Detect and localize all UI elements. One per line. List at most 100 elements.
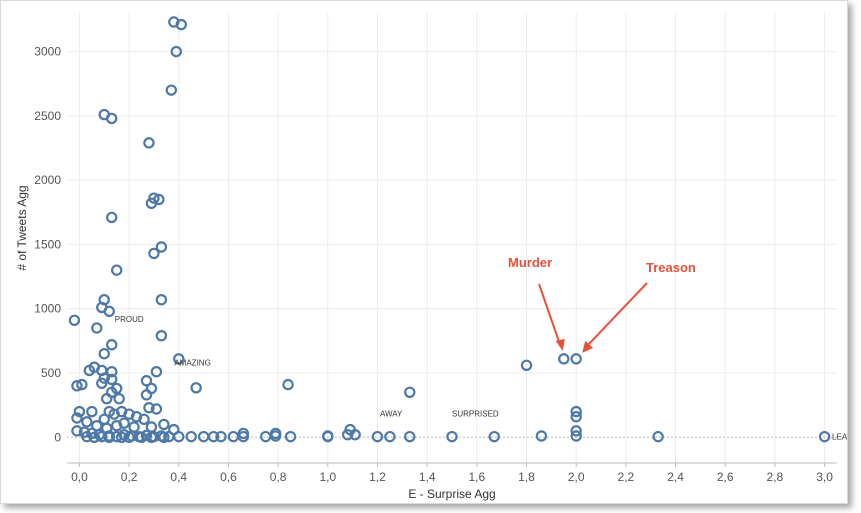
data-point	[71, 425, 83, 437]
data-point	[110, 420, 123, 432]
data-point	[83, 364, 96, 377]
y-axis-title: # of Tweets Agg	[15, 185, 29, 270]
data-point	[488, 430, 500, 443]
point-label: SURPRISED	[452, 410, 499, 419]
data-point	[71, 380, 83, 392]
data-point	[158, 418, 170, 431]
data-point	[818, 430, 831, 443]
data-point	[535, 430, 548, 442]
data-point	[207, 430, 220, 443]
data-point	[165, 84, 178, 96]
data-points	[68, 16, 831, 443]
data-point	[284, 430, 297, 443]
data-point	[128, 421, 140, 433]
data-point	[558, 353, 570, 365]
annotation-treason: Treason	[646, 260, 696, 275]
x-tick-label: 1,0	[319, 470, 336, 484]
data-point	[110, 430, 123, 443]
data-point	[237, 427, 250, 440]
x-tick-label: 0,6	[220, 470, 237, 484]
data-point	[150, 403, 163, 415]
data-point	[173, 430, 185, 443]
x-tick-label: 0,2	[121, 470, 138, 484]
data-point	[68, 314, 81, 326]
data-point	[108, 408, 120, 420]
data-point	[96, 430, 108, 443]
data-point	[123, 431, 135, 443]
x-tick-label: 2,4	[667, 470, 684, 484]
data-point	[384, 430, 396, 443]
annotation-treason-arrow	[585, 282, 648, 348]
data-point	[570, 405, 582, 418]
x-tick-label: 1,6	[468, 470, 485, 484]
x-axis-title: E - Surprise Agg	[408, 487, 495, 501]
data-point	[570, 411, 582, 423]
x-tick-label: 2,2	[618, 470, 635, 484]
data-point	[103, 305, 115, 317]
annotation-murder-arrow	[538, 283, 562, 348]
data-point	[145, 197, 158, 209]
data-point	[140, 389, 153, 401]
data-point	[227, 430, 240, 443]
point-labels: PROUD AMAZING AWAY SURPRISED LEAV	[115, 315, 847, 442]
data-point	[155, 241, 168, 253]
data-point	[197, 430, 210, 443]
data-point	[106, 211, 118, 224]
data-point	[96, 377, 108, 389]
data-point	[106, 366, 118, 378]
data-point	[155, 330, 168, 342]
data-point	[71, 412, 83, 424]
data-point	[652, 430, 664, 443]
x-tick-label: 3,0	[816, 470, 833, 484]
x-tick-label: 2,0	[568, 470, 585, 484]
data-point	[155, 294, 168, 306]
data-point	[113, 393, 125, 405]
data-point	[98, 348, 110, 360]
data-point	[215, 430, 227, 443]
y-axis-ticks: 0 500 1000 1500 2000 2500 3000	[34, 45, 61, 445]
chart-frame: 0,0 0,2 0,4 0,6 0,8 1,0 1,2 1,4 1,6 1,8 2,0 2,2 2,4 2…	[0, 0, 848, 504]
annotation-murder-arrowhead	[555, 338, 565, 351]
y-tick-label: 500	[41, 366, 61, 380]
data-point	[173, 353, 185, 365]
x-tick-label: 0,0	[71, 470, 88, 484]
data-point	[148, 247, 160, 260]
y-tick-label: 2500	[34, 109, 61, 123]
data-point	[570, 425, 582, 437]
x-tick-label: 2,8	[767, 470, 784, 484]
y-tick-label: 1000	[34, 302, 61, 316]
data-point	[404, 430, 416, 443]
y-tick-label: 2000	[34, 173, 61, 187]
data-point	[446, 430, 458, 443]
data-point	[81, 416, 93, 428]
data-point	[185, 430, 197, 443]
x-tick-label: 0,8	[270, 470, 287, 484]
annotations: Murder Treason	[508, 255, 696, 353]
data-point	[143, 137, 155, 149]
x-tick-label: 1,8	[518, 470, 535, 484]
gridlines	[67, 13, 837, 463]
data-point	[103, 431, 115, 443]
data-point	[170, 45, 182, 58]
point-label: LEAV	[832, 433, 847, 442]
data-point	[570, 353, 582, 365]
data-point	[91, 322, 103, 334]
data-point	[269, 427, 282, 440]
data-point	[190, 382, 202, 394]
x-tick-label: 1,2	[369, 470, 386, 484]
data-point	[115, 431, 128, 443]
data-point	[349, 429, 361, 441]
x-tick-label: 2,6	[717, 470, 734, 484]
data-point	[570, 430, 582, 442]
y-tick-label: 1500	[34, 237, 61, 251]
data-point	[260, 430, 272, 443]
annotation-treason-arrowhead	[582, 340, 594, 353]
x-axis-ticks: 0,0 0,2 0,4 0,6 0,8 1,0 1,2 1,4 1,6 1,8 2,0 2,2 2,4 2…	[71, 463, 833, 484]
data-point	[106, 112, 118, 125]
data-point	[145, 431, 158, 443]
data-point	[520, 359, 533, 371]
data-point	[110, 264, 123, 276]
data-point	[140, 375, 153, 387]
x-tick-label: 0,4	[170, 470, 187, 484]
data-point	[143, 402, 155, 414]
